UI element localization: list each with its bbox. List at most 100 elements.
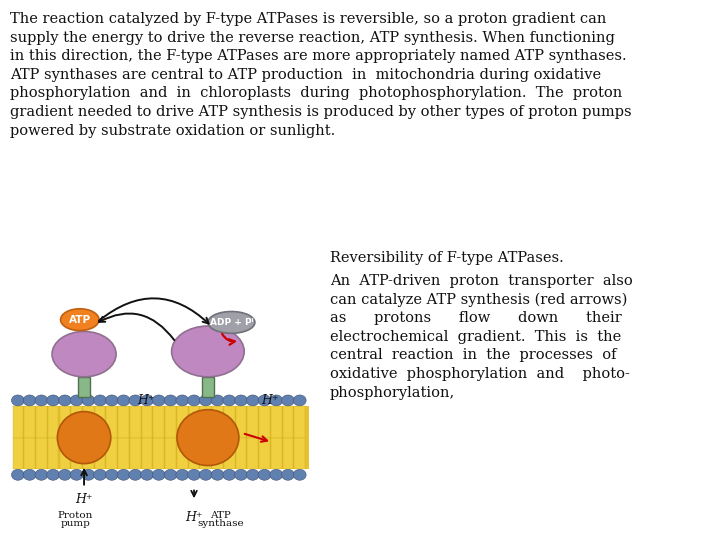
Text: oxidative  phosphorylation  and    photo-: oxidative phosphorylation and photo- <box>330 367 629 381</box>
Circle shape <box>82 395 95 406</box>
Circle shape <box>35 395 48 406</box>
Text: central  reaction  in  the  processes  of: central reaction in the processes of <box>330 348 616 362</box>
Bar <box>224 437 235 469</box>
Circle shape <box>94 469 107 480</box>
Circle shape <box>105 395 118 406</box>
Text: H⁺: H⁺ <box>138 394 155 407</box>
Circle shape <box>235 395 248 406</box>
Text: in this direction, the F-type ATPases are more appropriately named ATP synthases: in this direction, the F-type ATPases ar… <box>10 49 626 63</box>
Bar <box>78 377 91 397</box>
Text: can catalyze ATP synthesis (red arrows): can catalyze ATP synthesis (red arrows) <box>330 293 627 307</box>
Ellipse shape <box>60 309 99 330</box>
Bar <box>12 437 23 469</box>
Bar <box>153 406 164 437</box>
Circle shape <box>223 395 235 406</box>
Bar <box>259 406 270 437</box>
Circle shape <box>223 469 235 480</box>
Circle shape <box>246 395 259 406</box>
Text: synthase: synthase <box>197 519 244 528</box>
Bar <box>142 437 153 469</box>
Circle shape <box>293 469 306 480</box>
Text: ADP + Pᴵ: ADP + Pᴵ <box>210 318 253 327</box>
Circle shape <box>270 395 283 406</box>
Text: ATP: ATP <box>210 511 231 520</box>
Circle shape <box>258 395 271 406</box>
Bar <box>177 406 188 437</box>
Bar <box>153 437 164 469</box>
Bar <box>71 406 82 437</box>
Circle shape <box>140 469 153 480</box>
Bar <box>71 437 82 469</box>
Circle shape <box>270 469 283 480</box>
Text: phosphorylation  and  in  chloroplasts  during  photophosphorylation.  The  prot: phosphorylation and in chloroplasts duri… <box>10 86 622 100</box>
Bar <box>189 437 199 469</box>
Bar <box>60 406 70 437</box>
Bar <box>95 406 105 437</box>
Bar <box>189 406 199 437</box>
Circle shape <box>293 395 306 406</box>
Text: pump: pump <box>60 519 91 528</box>
Bar <box>36 406 47 437</box>
Circle shape <box>70 469 83 480</box>
Bar <box>271 437 282 469</box>
Circle shape <box>199 469 212 480</box>
Circle shape <box>117 469 130 480</box>
Circle shape <box>12 469 24 480</box>
Ellipse shape <box>171 326 244 377</box>
Ellipse shape <box>52 332 116 377</box>
Bar <box>283 437 293 469</box>
Bar <box>283 406 293 437</box>
Circle shape <box>58 395 71 406</box>
Circle shape <box>129 469 142 480</box>
Bar <box>107 437 117 469</box>
Bar <box>130 406 140 437</box>
Bar <box>248 437 258 469</box>
Circle shape <box>153 395 165 406</box>
Bar <box>36 437 47 469</box>
Text: H⁺: H⁺ <box>261 394 279 407</box>
Bar <box>24 406 35 437</box>
Bar <box>118 437 129 469</box>
Bar <box>95 437 105 469</box>
Bar <box>83 437 94 469</box>
Circle shape <box>23 469 36 480</box>
Circle shape <box>70 395 83 406</box>
Circle shape <box>35 469 48 480</box>
Circle shape <box>282 395 294 406</box>
Circle shape <box>176 395 189 406</box>
Text: ATP synthases are central to ATP production  in  mitochondria during oxidative: ATP synthases are central to ATP product… <box>10 68 601 82</box>
Circle shape <box>82 469 95 480</box>
Ellipse shape <box>58 411 111 464</box>
Text: ATP: ATP <box>68 315 91 325</box>
Bar <box>60 437 70 469</box>
Bar <box>118 406 129 437</box>
Circle shape <box>129 395 142 406</box>
Text: powered by substrate oxidation or sunlight.: powered by substrate oxidation or sunlig… <box>10 124 336 138</box>
Circle shape <box>164 395 177 406</box>
Circle shape <box>94 395 107 406</box>
Text: H⁺: H⁺ <box>76 493 93 506</box>
Text: H⁺: H⁺ <box>185 511 203 524</box>
Text: phosphorylation,: phosphorylation, <box>330 386 455 400</box>
Circle shape <box>47 395 60 406</box>
Text: electrochemical  gradient.  This  is  the: electrochemical gradient. This is the <box>330 329 621 343</box>
Circle shape <box>258 469 271 480</box>
Ellipse shape <box>177 410 239 465</box>
Bar <box>235 406 246 437</box>
Bar <box>83 406 94 437</box>
Bar <box>48 437 58 469</box>
Circle shape <box>188 469 200 480</box>
Circle shape <box>235 469 248 480</box>
Bar <box>24 437 35 469</box>
Circle shape <box>246 469 259 480</box>
Circle shape <box>105 469 118 480</box>
Bar <box>200 406 211 437</box>
Circle shape <box>199 395 212 406</box>
Bar <box>48 406 58 437</box>
Circle shape <box>153 469 165 480</box>
Circle shape <box>211 395 224 406</box>
Circle shape <box>140 395 153 406</box>
Circle shape <box>47 469 60 480</box>
Text: supply the energy to drive the reverse reaction, ATP synthesis. When functioning: supply the energy to drive the reverse r… <box>10 30 615 44</box>
Bar <box>107 406 117 437</box>
